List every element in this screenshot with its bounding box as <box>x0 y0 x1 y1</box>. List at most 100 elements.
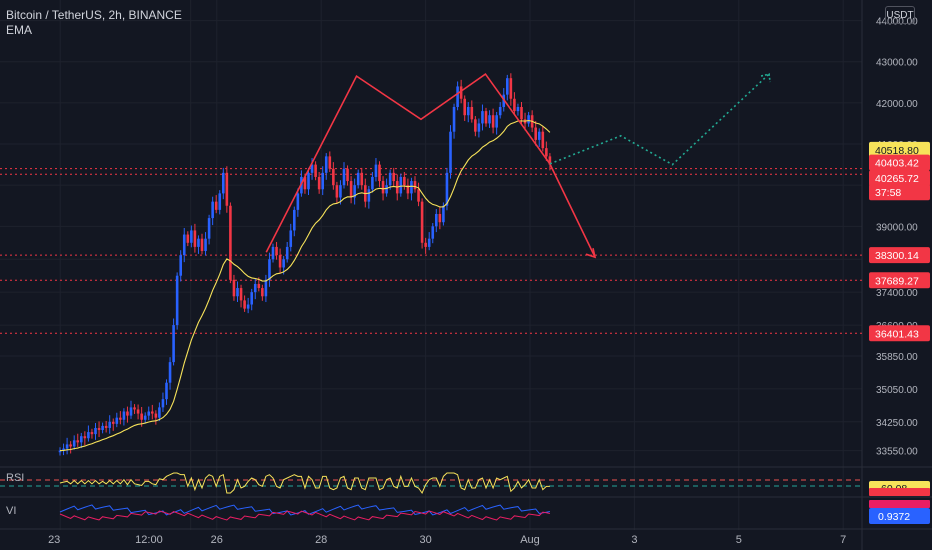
bullish-projection <box>549 73 770 166</box>
candle-body <box>264 279 268 297</box>
candle-body <box>520 106 523 120</box>
candle-body <box>463 98 466 116</box>
candle-body <box>76 440 80 443</box>
rsi-pane-label[interactable]: RSI <box>6 472 25 484</box>
candle-body <box>413 181 417 190</box>
candle-body <box>470 106 474 120</box>
candle-body <box>452 106 456 132</box>
x-tick-label: 26 <box>211 534 223 546</box>
x-tick-label: 3 <box>631 534 637 546</box>
candle-body <box>246 304 250 309</box>
candle-body <box>83 436 87 439</box>
price-badge-text: 37689.27 <box>875 275 919 287</box>
candle-body <box>339 185 342 198</box>
candle-body <box>367 189 371 202</box>
candle-body <box>449 131 452 173</box>
candle-body <box>197 238 200 247</box>
candle-body <box>346 168 349 182</box>
vi-badge <box>869 508 930 524</box>
candle-body <box>303 176 307 190</box>
price-badge <box>869 141 930 158</box>
candle-body <box>537 131 541 140</box>
grid-lines <box>0 0 862 530</box>
x-tick-label: 5 <box>736 534 742 546</box>
candle-body <box>481 111 484 124</box>
candle-body <box>253 283 257 293</box>
ema-indicator-label[interactable]: EMA <box>6 23 33 37</box>
x-tick-label: 12:00 <box>135 534 163 546</box>
candle-body <box>278 255 282 268</box>
candle-body <box>285 246 289 260</box>
candle-body <box>275 246 278 256</box>
candle-body <box>378 164 381 182</box>
candle-body <box>97 427 101 431</box>
candle-body <box>314 164 317 177</box>
candle-body <box>104 425 108 428</box>
candle-body <box>207 218 211 239</box>
candle-body <box>136 409 140 414</box>
y-tick-label: 39000.00 <box>876 222 918 233</box>
candle-body <box>484 111 488 124</box>
candle-body <box>111 421 115 424</box>
rsi-pane: 60.08 <box>0 472 930 496</box>
candle-body <box>310 164 314 173</box>
price-badge-text: 37:58 <box>875 187 901 199</box>
candle-body <box>381 181 385 194</box>
bearish-arrow-head <box>585 248 597 259</box>
candle-body <box>509 78 513 99</box>
price-badge-text: 40518.80 <box>875 145 919 157</box>
candle-body <box>126 411 129 416</box>
candle-body <box>491 115 495 128</box>
candle-body <box>218 193 222 210</box>
candle-body <box>257 283 261 289</box>
x-tick-label: 23 <box>48 534 60 546</box>
candle-body <box>435 213 438 227</box>
candle-body <box>317 176 321 190</box>
bearish-arrow-line <box>549 163 596 258</box>
candle-body <box>147 411 151 416</box>
candle-body <box>417 189 420 202</box>
vi-pane-label[interactable]: VI <box>6 505 17 517</box>
candle-body <box>151 411 154 414</box>
candle-body <box>410 181 413 194</box>
bullish-arrow-head <box>760 73 771 83</box>
candle-body <box>250 292 253 305</box>
candle-body <box>324 156 328 173</box>
level-lines <box>0 168 862 334</box>
candle-body <box>431 226 435 239</box>
candle-body <box>65 444 69 449</box>
symbol-title[interactable]: Bitcoin / TetherUS, 2h, BINANCE <box>6 8 182 22</box>
x-tick-label: 30 <box>419 534 431 546</box>
ema-line <box>59 119 551 452</box>
candle-body <box>424 242 427 247</box>
candle-body <box>406 185 410 194</box>
candle-body <box>222 172 225 194</box>
candle-body <box>200 238 204 252</box>
x-tick-label: 7 <box>840 534 846 546</box>
x-tick-label: Aug <box>520 534 540 546</box>
vi-pane: 0.9372 <box>59 500 930 524</box>
rsi-line <box>59 472 550 495</box>
rsi-badge-2 <box>869 488 930 496</box>
currency-badge[interactable]: USDT <box>885 6 915 24</box>
candle-body <box>335 185 339 198</box>
candle-body <box>101 425 104 431</box>
y-tick-label: 44000.00 <box>876 17 918 28</box>
candle-body <box>261 288 264 297</box>
candle-body <box>168 362 172 383</box>
candle-body <box>477 123 481 132</box>
candle-body <box>392 172 395 182</box>
candle-body <box>349 181 353 198</box>
candle-body <box>296 193 300 210</box>
price-badge-text: 40403.42 <box>875 158 919 170</box>
candle-body <box>129 407 133 416</box>
candle-body <box>495 115 498 128</box>
candle-body <box>321 172 324 190</box>
candle-body <box>158 407 161 418</box>
candle-body <box>293 209 296 231</box>
candle-body <box>161 399 165 408</box>
candle-body <box>243 300 246 309</box>
candle-body <box>427 238 431 247</box>
